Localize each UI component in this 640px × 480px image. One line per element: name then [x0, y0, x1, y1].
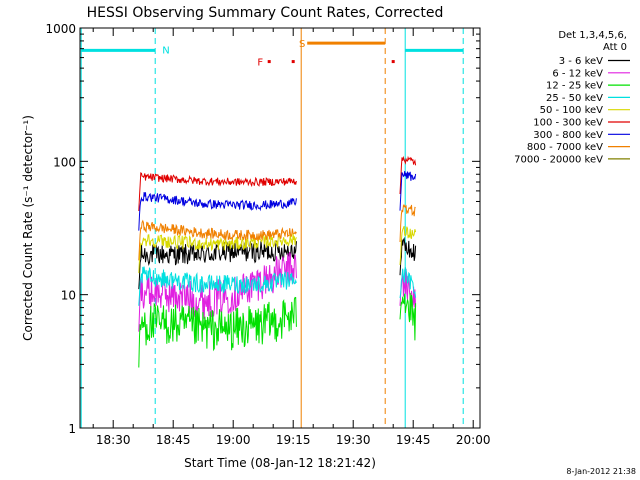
series-line	[399, 226, 417, 266]
flag-label: S	[299, 39, 305, 50]
footer-timestamp: 8-Jan-2012 21:38	[566, 467, 636, 476]
legend-entry-label: 800 - 7000 keV	[527, 142, 603, 153]
flag-dot	[267, 60, 271, 64]
series-line	[138, 233, 297, 274]
series-line	[399, 236, 417, 276]
x-tick-label: 20:00	[456, 433, 491, 447]
legend-title: Att 0	[603, 42, 627, 53]
x-tick-label: 18:30	[96, 433, 131, 447]
legend-entry-label: 100 - 300 keV	[533, 118, 603, 129]
flag-label: N	[162, 45, 169, 56]
flag-label: F	[257, 58, 263, 69]
flag-dot	[391, 60, 395, 64]
legend-entry-label: 300 - 800 keV	[533, 130, 603, 141]
series-line	[138, 266, 297, 306]
legend-title: Det 1,3,4,5,6,	[558, 30, 627, 41]
series-line	[138, 296, 297, 368]
series-line	[138, 172, 297, 212]
series-line	[399, 155, 417, 195]
y-axis-label: Corrected Count Rate (s⁻¹ detector⁻¹)	[21, 115, 35, 341]
x-tick-label: 19:15	[276, 433, 311, 447]
flag-dot	[291, 60, 295, 64]
plot-marks: N S F	[80, 28, 464, 428]
y-tick-label: 10	[61, 289, 76, 303]
legend-entry-label: 6 - 12 keV	[552, 68, 603, 79]
axes: 18:30 18:45 19:00 19:15 19:30 19:45 20:00 1 10 10…	[45, 22, 490, 447]
series-line	[399, 292, 417, 341]
series-line	[138, 219, 297, 261]
series-line	[138, 192, 297, 231]
legend-entry-label: 12 - 25 keV	[546, 81, 603, 92]
x-tick-label: 19:45	[396, 433, 431, 447]
x-tick-label: 19:00	[216, 433, 251, 447]
y-tick-label: 100	[53, 155, 76, 169]
y-tick-label: 1	[68, 422, 76, 436]
legend-entry-label: 50 - 100 keV	[540, 105, 604, 116]
series-line	[399, 267, 417, 299]
x-axis-label: Start Time (08-Jan-12 18:21:42)	[184, 456, 376, 470]
x-tick-label: 19:30	[336, 433, 371, 447]
chart-title: HESSI Observing Summary Count Rates, Cor…	[87, 5, 444, 21]
legend-entry-label: 3 - 6 keV	[559, 56, 603, 67]
y-tick-label: 1000	[45, 22, 76, 36]
series-line	[399, 204, 416, 243]
plot-frame	[79, 27, 481, 429]
series-line	[399, 171, 417, 211]
x-tick-label: 18:45	[156, 433, 191, 447]
legend-entry-label: 25 - 50 keV	[546, 93, 603, 104]
legend-entry-label: 7000 - 20000 keV	[514, 154, 603, 165]
